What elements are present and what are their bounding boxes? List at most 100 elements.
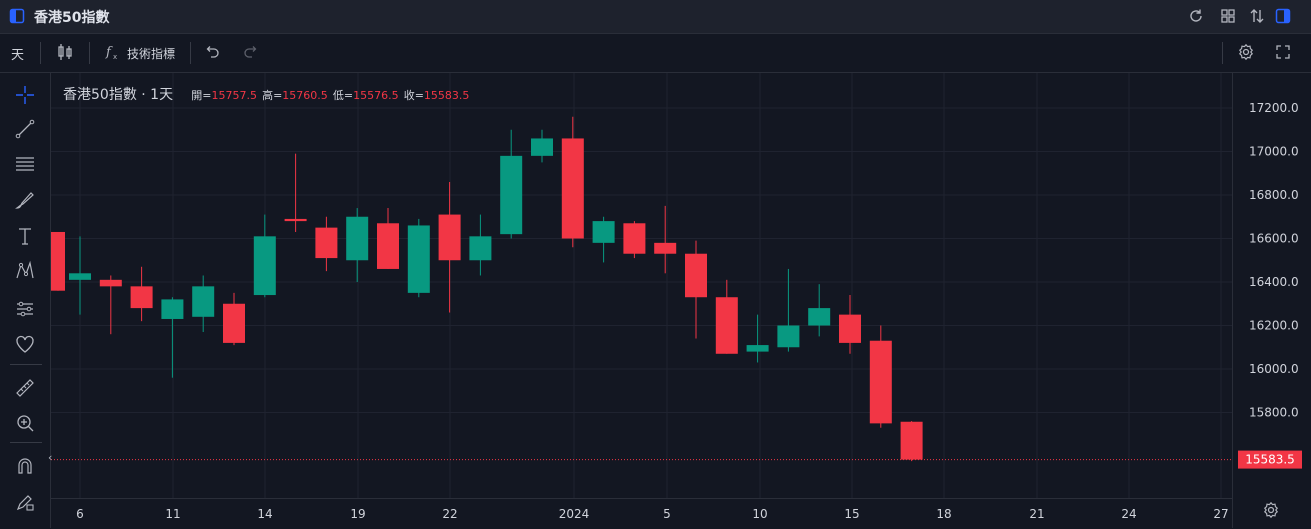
candle xyxy=(561,116,584,248)
open-label: 開= xyxy=(191,89,212,102)
x-tick-label: 5 xyxy=(663,507,671,521)
window-title: 香港50指數 xyxy=(34,10,110,26)
fullscreen-icon[interactable] xyxy=(1275,44,1291,60)
x-tick-label: 6 xyxy=(76,507,84,521)
candle xyxy=(346,208,369,282)
high-label: 高= xyxy=(262,89,283,102)
lock-pen-icon[interactable] xyxy=(14,491,36,513)
toolbar-divider xyxy=(10,364,42,365)
text-icon[interactable] xyxy=(14,225,36,247)
settings-icon[interactable] xyxy=(1237,43,1255,61)
candle xyxy=(69,236,91,315)
brush-icon[interactable] xyxy=(14,189,36,211)
prediction-icon[interactable] xyxy=(14,298,36,320)
candle xyxy=(808,284,831,337)
settings-icon[interactable] xyxy=(1262,501,1280,519)
undo-icon[interactable] xyxy=(204,44,220,60)
refresh-icon[interactable] xyxy=(1188,8,1204,24)
chart-toolbar xyxy=(0,34,1311,73)
y-tick-label: 16000.0 xyxy=(1249,362,1299,376)
candle-body xyxy=(51,231,65,291)
trend-line-icon[interactable] xyxy=(14,118,36,140)
candle xyxy=(407,218,430,298)
magnet-icon[interactable] xyxy=(14,455,36,477)
candle-body xyxy=(715,297,738,354)
candle-body xyxy=(69,273,91,280)
horizontal-lines-icon[interactable] xyxy=(14,153,36,175)
ohlc-legend: 香港50指數 · 1天 開=15757.5 高=15760.5 低=15576.… xyxy=(63,84,469,104)
x-tick-label: 2024 xyxy=(559,507,590,521)
candle-body xyxy=(438,214,461,261)
candle-body xyxy=(161,299,184,319)
heart-icon[interactable] xyxy=(14,333,36,355)
candle-body xyxy=(869,340,892,424)
compare-arrows-icon[interactable] xyxy=(1249,8,1265,24)
y-tick-label: 16400.0 xyxy=(1249,275,1299,289)
svg-text:f: f xyxy=(105,45,113,60)
low-value: 15576.5 xyxy=(353,89,399,102)
svg-text:x: x xyxy=(113,53,117,61)
candle xyxy=(746,314,769,363)
candle xyxy=(592,216,615,263)
y-tick-label: 16600.0 xyxy=(1249,232,1299,246)
panel-icon[interactable] xyxy=(9,8,25,24)
candle-body xyxy=(192,286,215,317)
candle xyxy=(161,297,184,378)
x-tick-label: 15 xyxy=(844,507,859,521)
toolbar-divider xyxy=(10,442,42,443)
candle-body xyxy=(223,303,245,343)
collapse-arrow-icon[interactable]: ‹ xyxy=(48,451,53,464)
x-tick-label: 19 xyxy=(350,507,365,521)
x-tick-label: 21 xyxy=(1029,507,1044,521)
candle-body xyxy=(284,218,307,222)
candle xyxy=(469,214,492,276)
close-label: 收= xyxy=(403,89,424,102)
zoom-in-icon[interactable] xyxy=(14,412,36,434)
y-tick-label: 17000.0 xyxy=(1249,145,1299,159)
chart-pane[interactable]: ‹ xyxy=(48,73,1232,498)
last-price-label: 15583.5 xyxy=(1245,453,1295,467)
candle xyxy=(99,275,122,335)
candle-body xyxy=(346,216,369,261)
candlestick-icon[interactable] xyxy=(56,43,74,61)
candle xyxy=(500,129,523,239)
candle-body xyxy=(315,227,338,259)
candle xyxy=(839,295,861,354)
close-value: 15583.5 xyxy=(423,89,470,102)
layout-grid-icon[interactable] xyxy=(1220,8,1236,24)
x-tick-label: 14 xyxy=(257,507,272,521)
interval-button[interactable]: 天 xyxy=(11,48,25,63)
y-tick-label: 15800.0 xyxy=(1249,406,1299,420)
time-axis[interactable]: 6 11 14 19 22 2024 5 10 15 18 21 24 27 xyxy=(51,498,1232,529)
x-tick-label: 18 xyxy=(936,507,951,521)
y-tick-label: 17200.0 xyxy=(1249,101,1299,115)
high-value: 15760.5 xyxy=(282,89,328,102)
x-tick-label: 11 xyxy=(165,507,180,521)
redo-icon[interactable] xyxy=(243,44,259,60)
toolbar-divider xyxy=(40,42,41,64)
price-chart[interactable] xyxy=(51,73,1232,498)
crosshair-icon[interactable] xyxy=(14,84,36,106)
price-axis[interactable]: 15800.0 16000.0 16200.0 16400.0 16600.0 16800… xyxy=(1232,73,1311,528)
x-tick-label: 24 xyxy=(1121,507,1136,521)
candle xyxy=(900,421,923,462)
candle-body xyxy=(500,155,523,235)
low-label: 低= xyxy=(332,89,354,102)
candle xyxy=(253,214,276,298)
y-tick-label: 16800.0 xyxy=(1249,188,1299,202)
top-bar: 香港50指數 xyxy=(0,0,1311,34)
panel-right-icon[interactable] xyxy=(1275,8,1291,24)
candle-body xyxy=(839,314,861,343)
candle xyxy=(130,266,153,322)
candle-body xyxy=(99,279,122,287)
ruler-icon[interactable] xyxy=(14,377,36,399)
candle xyxy=(192,275,215,333)
pattern-icon[interactable] xyxy=(14,260,36,282)
candle-body xyxy=(900,421,923,460)
candle xyxy=(284,153,307,232)
candle xyxy=(51,231,65,291)
indicators-button[interactable]: 技術指標 xyxy=(127,47,176,61)
candle-body xyxy=(685,253,707,298)
symbol-label: 香港50指數 · 1天 xyxy=(63,87,174,103)
